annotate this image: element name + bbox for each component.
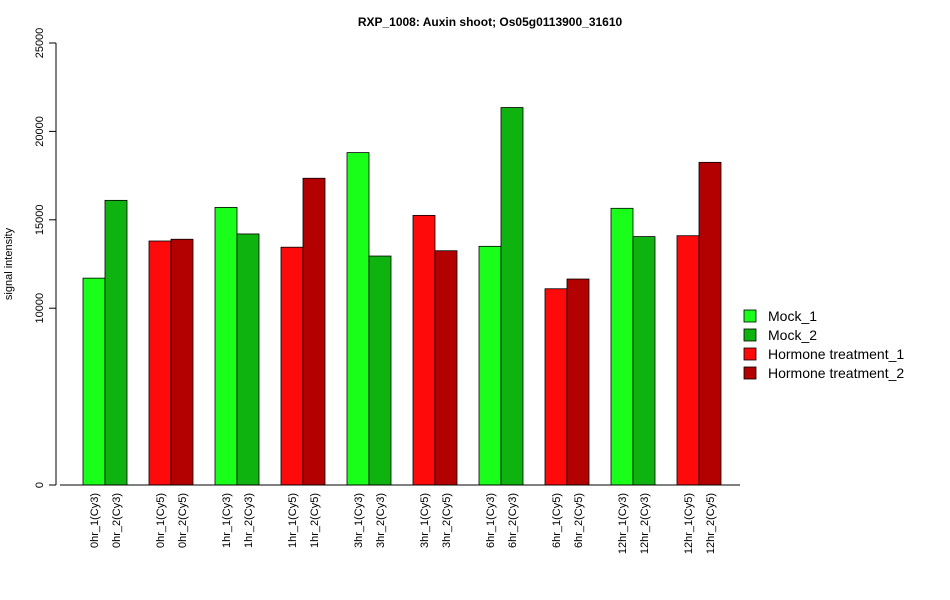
x-tick-label: 3hr_1(Cy5) — [419, 493, 431, 548]
y-axis: 0 10000 15000 20000 25000 — [34, 28, 57, 488]
legend-swatch — [743, 309, 757, 323]
x-tick-label: 3hr_2(Cy3) — [375, 493, 387, 548]
y-tick-label: 20000 — [34, 116, 46, 147]
y-tick-label: 15000 — [34, 205, 46, 236]
legend-swatch — [743, 366, 757, 380]
bar — [412, 214, 436, 486]
bar — [368, 255, 392, 486]
bar — [236, 233, 260, 486]
bar — [676, 235, 700, 486]
bar — [544, 288, 568, 486]
bar — [698, 161, 722, 486]
x-tick-labels: 0hr_1(Cy3) 0hr_2(Cy3) 0hr_1(Cy5) 0hr_2(Cy5)… — [89, 493, 717, 554]
bar — [82, 277, 106, 486]
bar — [280, 246, 304, 486]
x-tick-label: 6hr_2(Cy3) — [507, 493, 519, 548]
x-tick-label: 0hr_2(Cy5) — [177, 493, 189, 548]
x-tick-label: 12hr_2(Cy5) — [705, 493, 717, 554]
bar — [346, 152, 370, 486]
x-tick-label: 1hr_1(Cy3) — [221, 493, 233, 548]
bar — [170, 238, 194, 486]
x-tick-label: 6hr_2(Cy5) — [573, 493, 585, 548]
bars-group — [82, 107, 722, 486]
x-tick-label: 12hr_1(Cy5) — [683, 493, 695, 554]
bar — [610, 207, 634, 486]
x-tick-label: 0hr_1(Cy3) — [89, 493, 101, 548]
legend-entry: Mock_2 — [768, 327, 817, 343]
legend-swatch — [743, 347, 757, 361]
x-tick-label: 6hr_1(Cy5) — [551, 493, 563, 548]
bar — [566, 278, 590, 486]
y-axis-label: signal intensity — [3, 227, 15, 300]
x-tick-label: 1hr_1(Cy5) — [287, 493, 299, 548]
legend-entry: Mock_1 — [768, 308, 817, 324]
legend-entry: Hormone treatment_1 — [768, 346, 904, 362]
x-tick-label: 12hr_1(Cy3) — [617, 493, 629, 554]
x-tick-label: 3hr_2(Cy5) — [441, 493, 453, 548]
y-tick-label: 0 — [34, 482, 46, 488]
legend-swatch — [743, 328, 757, 342]
bar — [302, 177, 326, 486]
bar — [632, 236, 656, 486]
x-tick-label: 1hr_2(Cy3) — [243, 493, 255, 548]
legend: Mock_1 Mock_2 Hormone treatment_1 Hormone t… — [743, 308, 904, 381]
legend-entry: Hormone treatment_2 — [768, 365, 904, 381]
bar — [148, 240, 172, 486]
x-tick-label: 3hr_1(Cy3) — [353, 493, 365, 548]
chart-title: RXP_1008: Auxin shoot; Os05g0113900_3161… — [358, 15, 623, 29]
x-tick-label: 12hr_2(Cy3) — [639, 493, 651, 554]
bar — [434, 250, 458, 486]
y-tick-label: 25000 — [34, 28, 46, 59]
x-tick-label: 1hr_2(Cy5) — [309, 493, 321, 548]
x-tick-label: 0hr_2(Cy3) — [111, 493, 123, 548]
x-tick-label: 0hr_1(Cy5) — [155, 493, 167, 548]
y-tick-label: 10000 — [34, 293, 46, 324]
x-tick-label: 6hr_1(Cy3) — [485, 493, 497, 548]
bar — [500, 107, 524, 486]
bar — [214, 207, 238, 486]
bar — [478, 245, 502, 486]
bar — [104, 199, 128, 486]
